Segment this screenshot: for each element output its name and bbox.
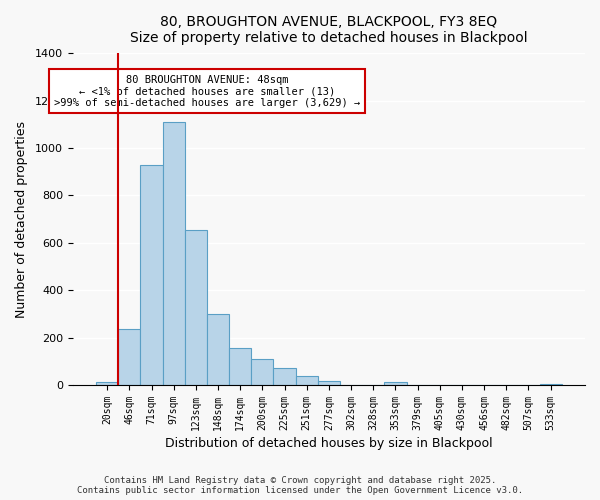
Title: 80, BROUGHTON AVENUE, BLACKPOOL, FY3 8EQ
Size of property relative to detached h: 80, BROUGHTON AVENUE, BLACKPOOL, FY3 8EQ… <box>130 15 528 45</box>
Bar <box>539 384 562 385</box>
Bar <box>296 376 318 385</box>
Bar <box>229 348 251 385</box>
Bar <box>163 122 185 385</box>
Text: Contains HM Land Registry data © Crown copyright and database right 2025.
Contai: Contains HM Land Registry data © Crown c… <box>77 476 523 495</box>
Y-axis label: Number of detached properties: Number of detached properties <box>15 120 28 318</box>
Bar <box>140 164 163 385</box>
Bar <box>118 330 140 385</box>
Bar <box>96 382 118 385</box>
Bar <box>251 360 274 385</box>
Bar <box>385 382 407 385</box>
Bar <box>274 368 296 385</box>
X-axis label: Distribution of detached houses by size in Blackpool: Distribution of detached houses by size … <box>165 437 493 450</box>
Text: 80 BROUGHTON AVENUE: 48sqm
← <1% of detached houses are smaller (13)
>99% of sem: 80 BROUGHTON AVENUE: 48sqm ← <1% of deta… <box>54 74 360 108</box>
Bar <box>207 314 229 385</box>
Bar <box>185 230 207 385</box>
Bar <box>318 381 340 385</box>
